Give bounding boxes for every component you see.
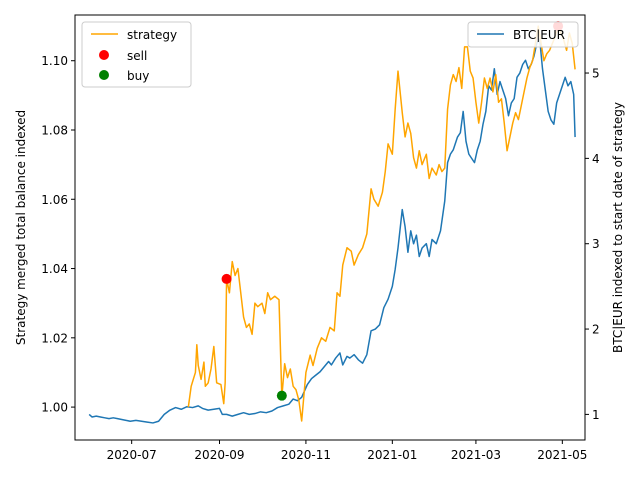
- x-axis: 2020-07 2020-09 2020-11 2021-01 2021-03 2021-…: [107, 440, 587, 462]
- legend-buy-label: buy: [127, 69, 149, 83]
- left-tick-label: 1.08: [41, 123, 68, 137]
- plot-frame: [74, 14, 586, 441]
- legend-left-box: [81, 21, 192, 88]
- left-tick-label: 1.10: [41, 54, 68, 68]
- x-tick-label: 2020-09: [194, 448, 244, 462]
- legend-buy-swatch: [99, 70, 109, 80]
- right-tick-label: 2: [592, 323, 600, 337]
- btc-eur-line: [88, 38, 576, 424]
- left-tick-label: 1.04: [41, 262, 68, 276]
- marker-layer: [221, 21, 564, 401]
- x-tick-label: 2021-05: [537, 448, 587, 462]
- x-tick-label: 2020-07: [107, 448, 157, 462]
- right-axis-label: BTC|EUR indexed to start date of strateg…: [611, 102, 625, 353]
- left-tick-label: 1.00: [41, 401, 68, 415]
- left-axis: 1.00 1.02 1.04 1.06 1.08 1.10: [41, 54, 75, 415]
- left-axis-label: Strategy merged total balance indexed: [14, 110, 28, 345]
- legend-left: strategy sell buy: [81, 21, 192, 88]
- x-tick-label: 2020-11: [281, 448, 331, 462]
- legend-sell-swatch: [99, 50, 109, 60]
- legend-right: BTC|EUR: [467, 21, 579, 48]
- right-tick-label: 5: [592, 67, 600, 81]
- sell-marker: [221, 273, 232, 284]
- buy-marker: [276, 390, 287, 401]
- left-tick-label: 1.06: [41, 193, 68, 207]
- series-layer: [88, 25, 576, 424]
- legend-right-box: [467, 21, 579, 48]
- right-tick-label: 3: [592, 237, 600, 251]
- legend-btc-label: BTC|EUR: [513, 28, 565, 42]
- strategy-line: [187, 25, 576, 422]
- right-tick-label: 1: [592, 408, 600, 422]
- x-tick-label: 2021-03: [451, 448, 501, 462]
- x-tick-label: 2021-01: [367, 448, 417, 462]
- right-axis: 1 2 3 4 5: [585, 67, 600, 422]
- right-tick-label: 4: [592, 152, 600, 166]
- legend-sell-label: sell: [127, 49, 147, 63]
- left-tick-label: 1.02: [41, 331, 68, 345]
- legend-strategy-label: strategy: [127, 28, 177, 42]
